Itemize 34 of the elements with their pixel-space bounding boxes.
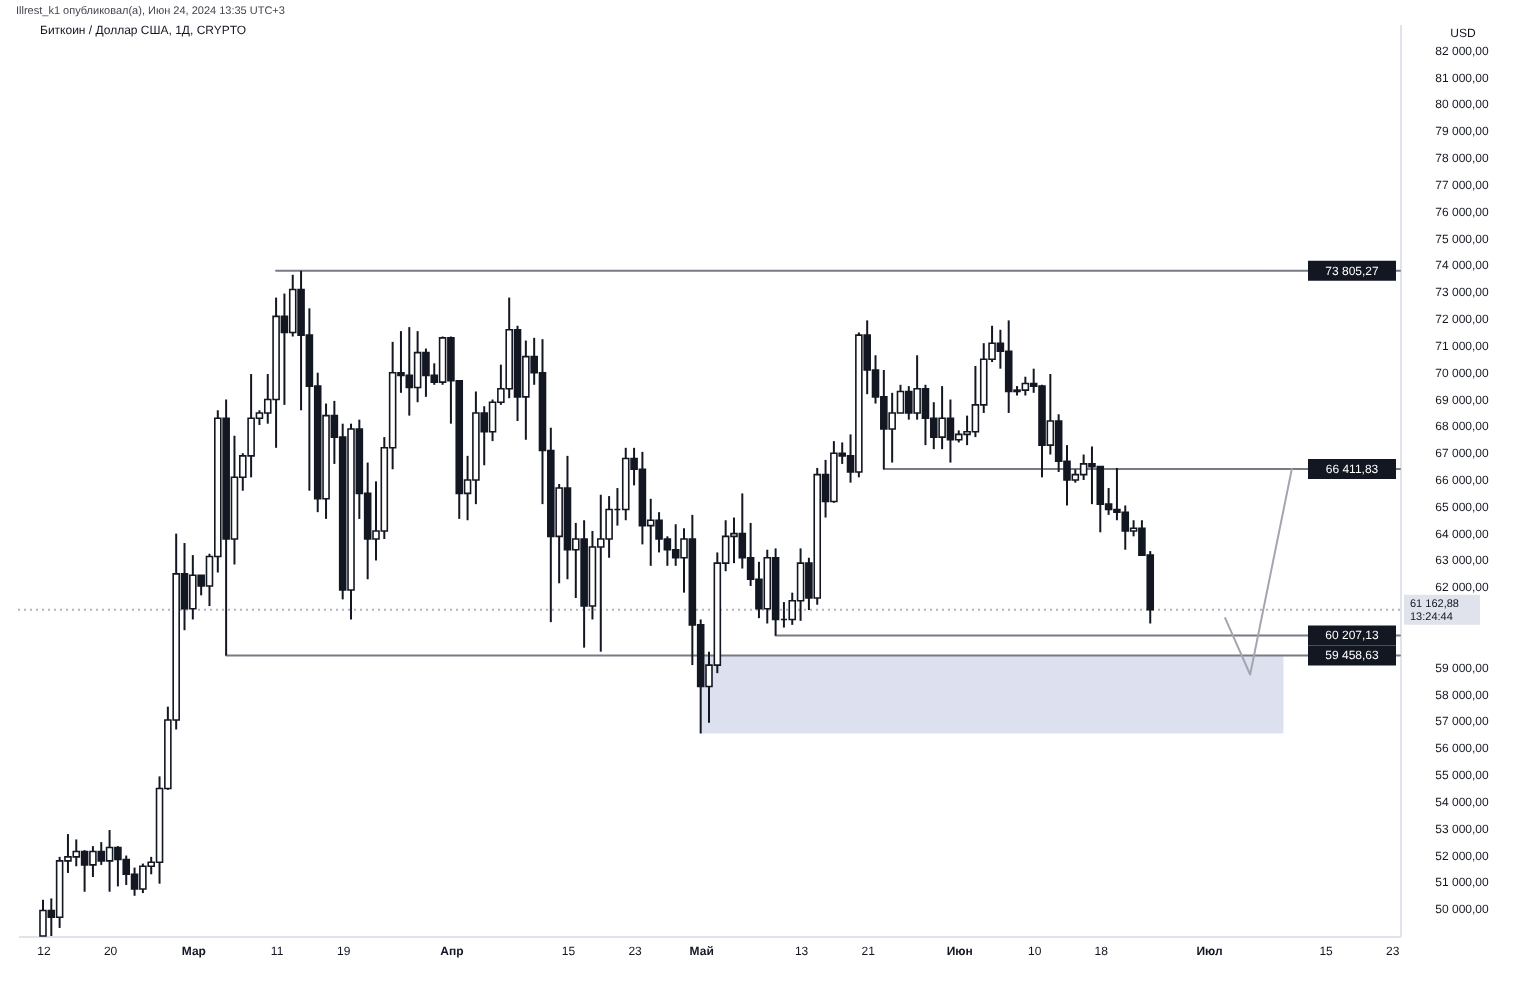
candlestick — [1004, 319, 1013, 414]
candlestick — [89, 845, 97, 878]
candlestick — [1054, 413, 1063, 473]
candlestick — [938, 385, 946, 451]
candlestick — [288, 273, 297, 338]
candlestick — [1046, 373, 1055, 456]
candlestick — [888, 391, 896, 464]
candlestick — [1088, 445, 1096, 506]
candlestick — [280, 292, 289, 406]
candlestick — [405, 326, 414, 417]
candlestick — [114, 845, 122, 888]
candlestick — [671, 523, 680, 567]
candlestick — [139, 862, 147, 895]
candlestick — [122, 854, 131, 887]
candlestick — [413, 330, 422, 404]
candlestick — [39, 898, 47, 937]
candlestick — [80, 849, 89, 893]
candlestick — [1079, 453, 1088, 481]
candlestick — [97, 841, 106, 866]
candlestick — [796, 547, 805, 622]
candlestick — [946, 398, 955, 464]
candlestick — [438, 335, 447, 386]
candlestick — [72, 838, 81, 868]
candlestick — [905, 385, 913, 421]
candlestick — [422, 347, 430, 398]
candlestick — [971, 365, 980, 439]
candlestick — [189, 554, 197, 621]
candlestick — [105, 829, 114, 893]
candlestick — [921, 383, 930, 447]
candlestick — [596, 493, 605, 653]
candlestick — [1021, 375, 1030, 397]
candlestick — [130, 866, 139, 897]
candlestick — [730, 516, 738, 565]
candlestick — [913, 354, 921, 421]
